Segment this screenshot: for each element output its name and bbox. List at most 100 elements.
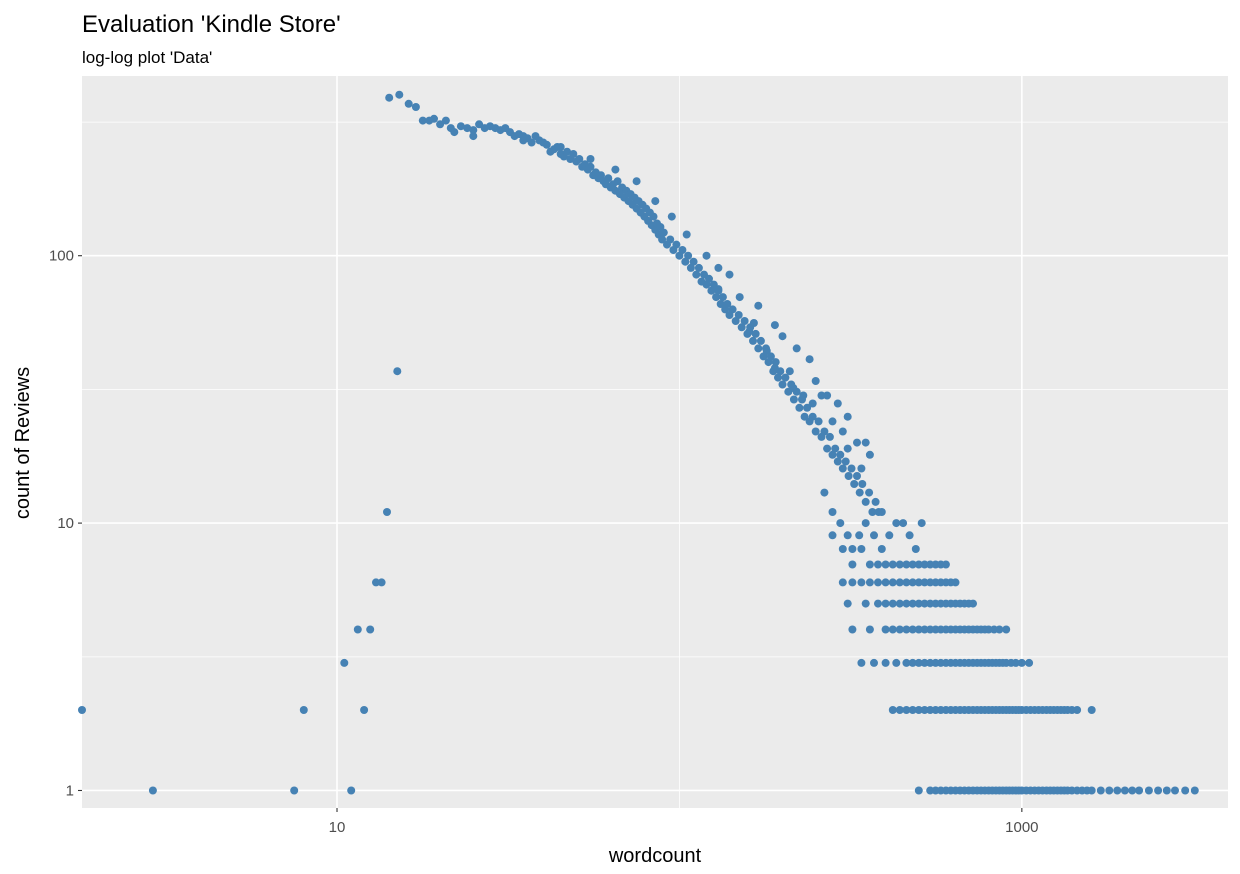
data-point: [799, 391, 808, 400]
data-point: [820, 488, 829, 497]
data-point: [441, 116, 450, 125]
data-point: [1135, 786, 1144, 795]
data-point: [868, 508, 877, 516]
data-point: [1017, 658, 1026, 667]
data-point: [728, 305, 737, 314]
data-point: [1181, 786, 1190, 795]
data-point: [850, 480, 859, 488]
data-point: [881, 658, 890, 667]
data-point: [611, 165, 620, 174]
data-point: [450, 128, 459, 137]
data-point: [770, 364, 779, 373]
data-point: [1105, 786, 1114, 795]
data-point: [908, 706, 917, 714]
data-point: [828, 508, 837, 516]
data-point: [917, 519, 926, 528]
data-point: [823, 444, 832, 453]
data-point: [941, 560, 950, 569]
data-point: [911, 545, 920, 553]
data-point: [902, 599, 911, 608]
data-point: [853, 438, 861, 447]
data-point: [658, 235, 667, 244]
data-points: [78, 90, 1199, 795]
y-tick-label: 100: [49, 248, 74, 265]
data-point: [895, 560, 904, 569]
data-point: [393, 367, 402, 376]
data-point: [762, 347, 771, 355]
data-point: [811, 377, 820, 385]
data-point: [914, 706, 923, 714]
data-point: [770, 321, 779, 330]
data-point: [847, 464, 856, 473]
data-point: [855, 488, 864, 497]
data-point: [833, 457, 842, 466]
data-point: [1096, 786, 1105, 795]
data-point: [436, 120, 445, 129]
data-point: [865, 450, 874, 459]
data-point: [556, 143, 565, 151]
data-point: [914, 786, 923, 795]
data-point: [667, 212, 676, 221]
data-point: [778, 332, 787, 341]
data-point: [353, 625, 362, 634]
data-point: [914, 658, 923, 667]
data-point: [347, 786, 356, 795]
data-point: [1011, 658, 1020, 667]
data-point: [892, 658, 901, 667]
data-point: [888, 599, 897, 608]
data-point: [995, 625, 1004, 634]
data-point: [475, 120, 484, 129]
data-point: [914, 599, 923, 608]
data-point: [853, 472, 861, 480]
data-point: [689, 257, 698, 266]
data-point: [877, 545, 886, 553]
data-point: [418, 116, 427, 125]
data-point: [694, 263, 703, 272]
data-point: [290, 786, 299, 795]
data-point: [735, 293, 744, 302]
data-point: [666, 235, 675, 244]
data-point: [542, 140, 551, 149]
y-axis-title: count of Reviews: [12, 367, 34, 519]
data-point: [702, 251, 711, 260]
data-point: [888, 560, 897, 569]
data-point: [905, 531, 914, 540]
data-point: [366, 625, 375, 634]
data-point: [682, 230, 691, 239]
data-point: [908, 578, 917, 587]
data-point: [456, 122, 465, 131]
data-point: [838, 427, 847, 436]
chart-title: Evaluation 'Kindle Store': [82, 11, 341, 38]
data-point: [78, 706, 86, 714]
data-point: [848, 545, 857, 553]
data-point: [857, 578, 866, 587]
data-point: [908, 625, 917, 634]
data-point: [1190, 786, 1199, 795]
data-point: [377, 578, 386, 587]
data-point: [908, 599, 917, 608]
data-point: [789, 384, 798, 392]
data-point: [372, 578, 380, 587]
data-point: [651, 197, 660, 206]
data-point: [920, 706, 929, 714]
data-point: [861, 438, 870, 447]
data-point: [754, 301, 763, 310]
data-point: [789, 395, 798, 404]
data-point: [861, 497, 870, 506]
data-point: [714, 285, 723, 294]
data-point: [678, 246, 687, 254]
data-point: [828, 450, 837, 459]
data-point: [340, 658, 349, 667]
data-point: [707, 286, 716, 295]
data-point: [395, 90, 404, 99]
data-point: [672, 240, 681, 249]
data-point: [731, 317, 740, 325]
data-point: [881, 599, 890, 608]
data-point: [836, 450, 845, 459]
data-point: [586, 155, 595, 163]
data-point: [820, 427, 829, 436]
data-point: [771, 358, 780, 367]
data-point: [914, 625, 923, 634]
plot-panel: [82, 76, 1228, 808]
